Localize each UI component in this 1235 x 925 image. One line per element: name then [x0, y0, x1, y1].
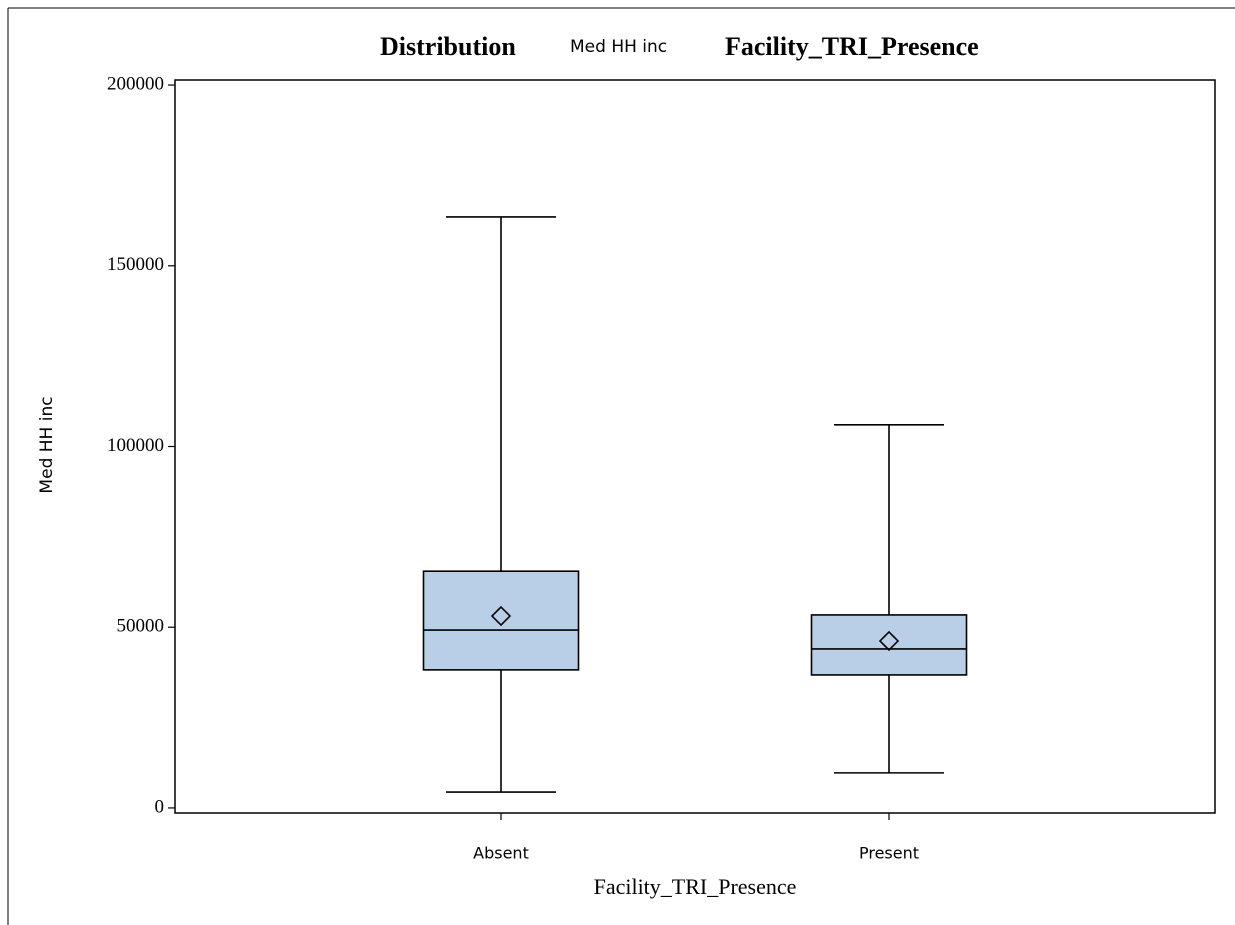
- y-tick-label: 100000: [107, 435, 164, 456]
- chart-title-variable: Med HH inc: [570, 37, 667, 57]
- box: [810, 614, 968, 676]
- y-tick-label: 150000: [107, 254, 164, 275]
- box: [422, 570, 580, 671]
- chart-title: Distribution: [380, 32, 516, 61]
- y-axis-label: Med HH inc: [37, 396, 57, 493]
- mean-marker: [878, 630, 900, 652]
- x-axis-label: Facility_TRI_Presence: [594, 874, 797, 899]
- plot-frame: [174, 79, 1216, 814]
- y-tick-label: 50000: [117, 616, 165, 637]
- x-tick-label: Present: [859, 844, 919, 863]
- chart-title-group: Facility_TRI_Presence: [725, 32, 979, 61]
- y-tick-label: 0: [155, 796, 165, 817]
- x-tick-label: Absent: [473, 844, 529, 863]
- mean-marker: [490, 605, 512, 627]
- y-tick-label: 200000: [107, 73, 164, 94]
